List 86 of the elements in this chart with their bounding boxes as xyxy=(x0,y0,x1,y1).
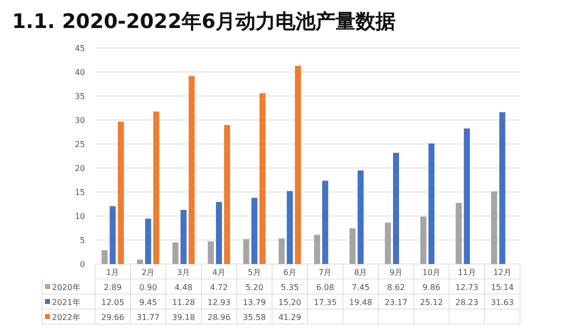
bar xyxy=(499,112,506,264)
bar xyxy=(102,250,108,264)
x-tick-label: 2月 xyxy=(142,268,155,277)
legend-label: 2021年 xyxy=(52,298,80,307)
y-tick-label: 40 xyxy=(74,68,85,77)
x-tick-label: 3月 xyxy=(176,268,190,277)
data-label: 41.29 xyxy=(278,313,302,322)
bar xyxy=(110,206,116,264)
x-tick-label: 6月 xyxy=(283,268,296,277)
y-tick-label: 20 xyxy=(74,164,85,173)
data-label: 29.66 xyxy=(101,313,124,322)
x-tick-label: 4月 xyxy=(212,268,226,277)
bar xyxy=(464,128,470,264)
data-label: 19.48 xyxy=(349,298,372,307)
data-label: 7.45 xyxy=(352,283,370,292)
bar xyxy=(153,112,160,264)
data-label: 5.35 xyxy=(280,283,299,292)
bar xyxy=(393,152,400,264)
y-tick-label: 35 xyxy=(74,92,85,101)
x-tick-label: 5月 xyxy=(248,268,261,277)
data-label: 15.14 xyxy=(490,283,514,292)
data-label: 31.77 xyxy=(136,313,160,322)
y-tick-label: 30 xyxy=(74,116,85,125)
bar xyxy=(491,191,498,264)
bar xyxy=(188,76,195,264)
bar xyxy=(349,228,356,264)
chart-title: 1.1. 2020-2022年6月动力电池产量数据 xyxy=(12,9,396,33)
bar xyxy=(172,242,178,264)
bar xyxy=(456,202,462,264)
x-tick-label: 8月 xyxy=(354,268,368,277)
bar xyxy=(428,143,434,264)
bar xyxy=(259,93,266,264)
legend-label: 2022年 xyxy=(52,313,80,322)
data-label: 12.73 xyxy=(455,283,478,292)
data-label: 4.72 xyxy=(210,283,228,292)
bar xyxy=(294,66,301,264)
data-label: 13.79 xyxy=(242,298,266,307)
data-label: 4.48 xyxy=(174,283,192,292)
bar xyxy=(420,216,426,264)
data-label: 0.90 xyxy=(139,283,158,292)
data-label: 9.86 xyxy=(422,283,440,292)
data-label: 35.58 xyxy=(242,313,266,322)
bar xyxy=(322,180,328,264)
bar xyxy=(208,241,214,264)
bar xyxy=(216,202,222,264)
data-label: 28.96 xyxy=(208,313,230,322)
x-tick-label: 9月 xyxy=(389,268,403,277)
data-label: 5.20 xyxy=(245,283,264,292)
y-tick-label: 45 xyxy=(74,44,85,53)
data-label: 9.45 xyxy=(139,298,158,307)
data-label: 25.12 xyxy=(420,298,443,307)
data-label: 15.20 xyxy=(278,298,302,307)
x-tick-label: 11月 xyxy=(458,268,476,277)
data-label: 6.08 xyxy=(316,283,334,292)
bar xyxy=(118,122,124,264)
y-tick-label: 25 xyxy=(74,140,85,149)
bar xyxy=(358,170,364,264)
data-label: 2.89 xyxy=(104,283,122,292)
bar xyxy=(224,124,230,264)
y-tick-label: 5 xyxy=(80,236,85,245)
data-label: 23.17 xyxy=(384,298,408,307)
x-tick-label: 12月 xyxy=(493,268,512,277)
data-label: 12.05 xyxy=(101,298,124,307)
x-tick-label: 10月 xyxy=(422,268,441,277)
bar xyxy=(145,218,152,264)
x-tick-label: 1月 xyxy=(106,268,120,277)
data-label: 28.23 xyxy=(455,298,478,307)
bar xyxy=(286,191,293,264)
bar xyxy=(251,198,258,264)
data-label: 8.62 xyxy=(387,283,405,292)
bar xyxy=(384,222,391,264)
data-label: 39.18 xyxy=(172,313,195,322)
bar xyxy=(243,239,250,264)
legend-label: 2020年 xyxy=(52,283,80,292)
data-label: 12.93 xyxy=(208,298,230,307)
x-tick-label: 7月 xyxy=(318,268,332,277)
bar xyxy=(314,234,320,264)
bar xyxy=(180,210,187,264)
bar xyxy=(278,238,285,264)
y-tick-label: 0 xyxy=(80,260,85,269)
data-label: 31.63 xyxy=(490,298,514,307)
y-tick-label: 10 xyxy=(74,212,85,221)
data-label: 17.35 xyxy=(314,298,337,307)
data-label: 11.28 xyxy=(172,298,195,307)
bar xyxy=(136,260,144,264)
y-tick-label: 15 xyxy=(74,188,85,197)
